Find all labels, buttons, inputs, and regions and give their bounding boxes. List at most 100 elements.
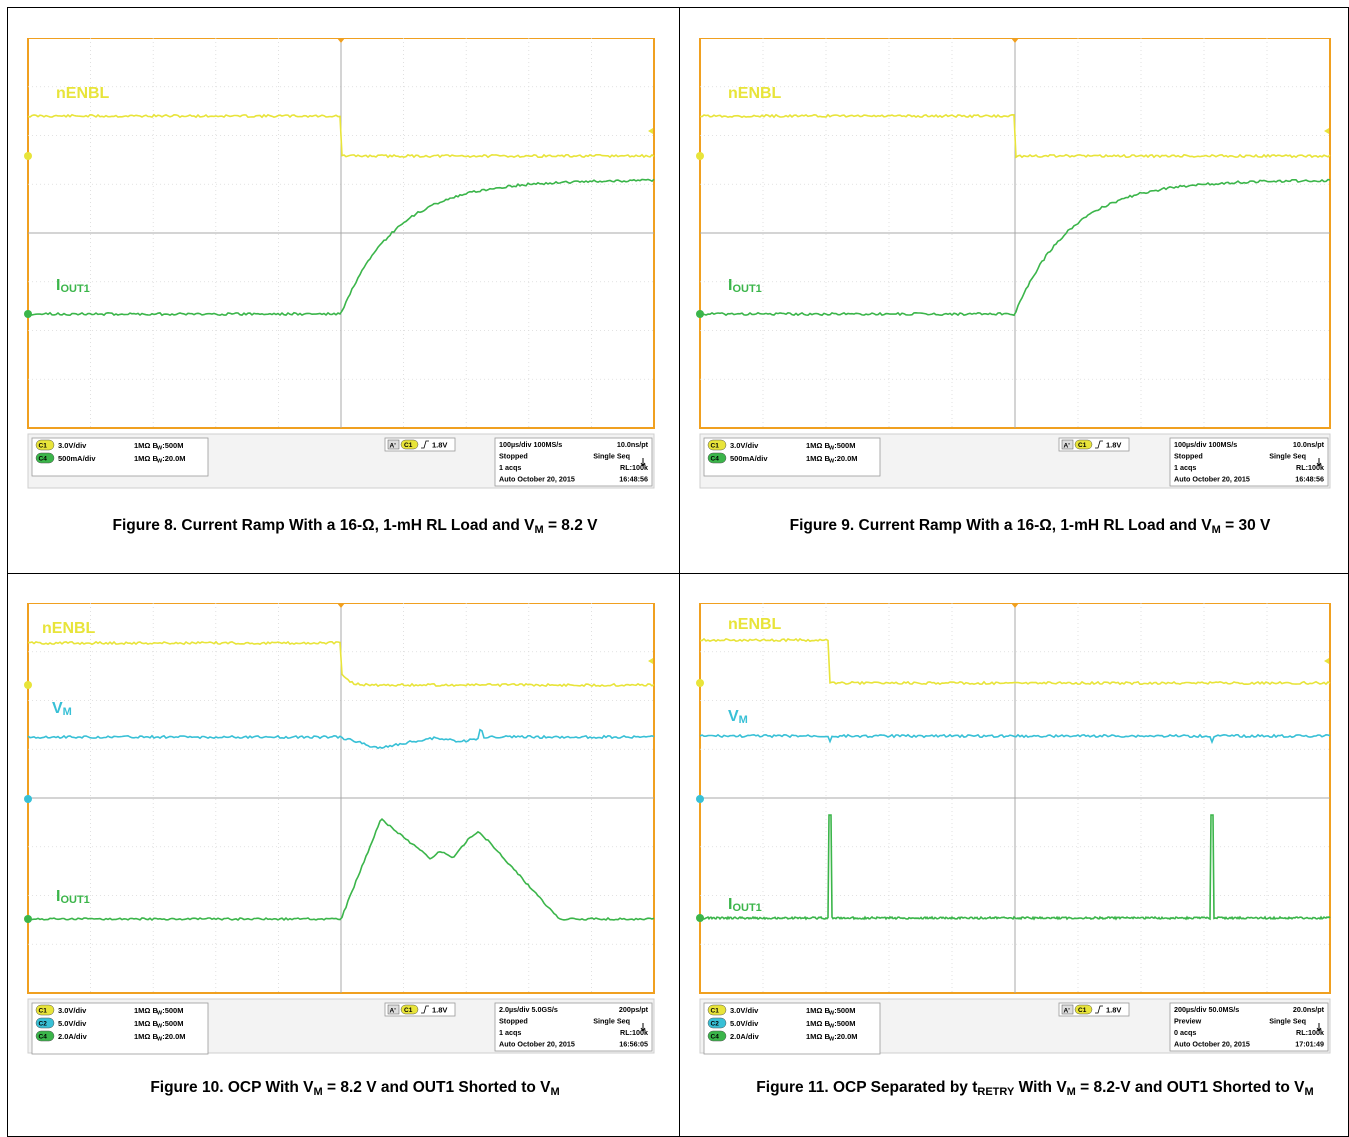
channel-impedance: 1MΩ B [134,1019,159,1028]
grid-divider-vertical [679,7,680,1137]
timebase-value: 17:01:49 [1295,1040,1324,1049]
arrow-down-icon [640,1023,646,1032]
timebase-text: 100µs/div 100MS/s [1174,440,1237,449]
channel-badge-text: C1 [711,1008,720,1015]
trigger-level-marker [648,128,653,134]
arrow-down-icon [640,458,646,467]
channel-badge-text: C1 [39,443,48,450]
channel-scale: 3.0V/div [730,441,759,450]
timebase-text: Auto October 20, 2015 [499,475,575,484]
trigger-level: 1.8V [432,441,447,450]
trigger-level: 1.8V [432,1006,447,1015]
timebase-text: 100µs/div 100MS/s [499,440,562,449]
channel-scale: 2.0A/div [730,1032,760,1041]
timebase-text: Stopped [499,1017,528,1026]
channel-scale: 3.0V/div [730,1006,759,1015]
nenbl-label: nENBL [728,85,782,102]
trigger-channel-badge [400,1004,419,1015]
caption-text: Figure 10. OCP With V [150,1079,314,1096]
channel-badge-c4 [707,1030,727,1042]
timebase-text: 1 acqs [499,463,521,472]
nenbl-label: nENBL [728,616,782,633]
iout1-trace [27,817,655,922]
trigger-channel: C1 [404,1007,413,1014]
vm-trace [27,728,655,750]
channel-badge-c1 [35,1004,55,1016]
trigger-level: 1.8V [1106,441,1121,450]
timebase-value: Single Seq [1269,1017,1306,1026]
caption-subscript: RETRY [977,1086,1015,1098]
channel-bandwidth: W:500M [157,1006,183,1017]
trigger-level-marker [648,658,653,664]
traces [699,637,1331,921]
trigger-position-marker [337,603,345,608]
channel-1-marker [24,681,32,689]
trigger-label: A' [1064,1008,1071,1015]
timebase-value: 10.0ns/pt [1293,440,1325,449]
channel-badge-c1 [707,1004,727,1016]
channel-badge-text: C1 [711,443,720,450]
timebase-value: Single Seq [593,452,630,461]
channel-impedance: 1MΩ B [806,1032,831,1041]
timebase-text: Preview [1174,1017,1202,1026]
scope-screenshot-figure-8: nENBL IOUT1 C1 3.0V/div 1MΩ B W:500M C4 500mA/d… [22,37,658,490]
caption-subscript: M [313,1086,323,1098]
channel-scale: 5.0V/div [58,1019,87,1028]
trigger-level: 1.8V [1106,1006,1121,1015]
timebase-value: RL:100k [620,1028,648,1037]
channel-bandwidth: W:500M [829,1019,855,1030]
timebase-value: 20.0ns/pt [1293,1005,1325,1014]
trigger-channel: C1 [1078,1007,1087,1014]
nenbl-trace [27,640,655,688]
channel-4-marker [696,310,704,318]
caption-subscript: M [1066,1086,1076,1098]
iout1-trace [699,814,1331,921]
arrow-down-icon [1316,458,1322,467]
timebase-value: RL:100k [620,463,648,472]
channel-badge-c2 [35,1017,55,1029]
caption-text: Figure 8. Current Ramp With a 16- [112,517,363,534]
timebase-text: Stopped [499,452,528,461]
timebase-value: RL:100k [1296,1028,1324,1037]
timebase-text: Auto October 20, 2015 [499,1040,575,1049]
channel-scale: 3.0V/div [58,441,87,450]
timebase-value: Single Seq [593,1017,630,1026]
channel-impedance: 1MΩ B [806,441,831,450]
channel-badge-text: C4 [39,456,48,463]
channel-badge-c4 [35,1030,55,1042]
timebase-value: 10.0ns/pt [617,440,649,449]
trigger-channel-badge [1074,1004,1093,1015]
channel-2-marker [696,795,704,803]
channel-settings-box [703,1002,881,1055]
trigger-channel-badge [400,439,419,450]
timebase-value: 200ps/pt [619,1005,649,1014]
figure-8-caption: Figure 8. Current Ramp With a 16-Ω, 1-mH… [60,516,650,536]
caption-text: = 30 V [1220,517,1271,534]
rising-edge-icon [1095,440,1103,449]
caption-text: Ω [1039,517,1052,534]
caption-subscript: M [1211,524,1221,536]
caption-subscript: M [534,524,544,536]
caption-text: Ω [362,517,375,534]
trigger-label: A' [390,1008,397,1015]
channel-badge-text: C4 [711,456,720,463]
caption-text: , 1-mH RL Load and V [1051,517,1212,534]
channel-bandwidth: W:500M [157,1019,183,1030]
nenbl-label: nENBL [42,620,96,637]
timebase-text: 200µs/div 50.0MS/s [1174,1005,1239,1014]
rising-edge-icon [421,440,429,449]
caption-text: Figure 9. Current Ramp With a 16- [789,517,1040,534]
trigger-channel-badge [1074,439,1093,450]
grid-divider-horizontal [7,573,1349,574]
traces [27,640,655,922]
timebase-value: RL:100k [1296,463,1324,472]
timebase-text: 2.0µs/div 5.0GS/s [499,1005,558,1014]
channel-scale: 500mA/div [58,454,96,463]
trigger-level-marker [1324,658,1329,664]
traces [699,113,1331,317]
